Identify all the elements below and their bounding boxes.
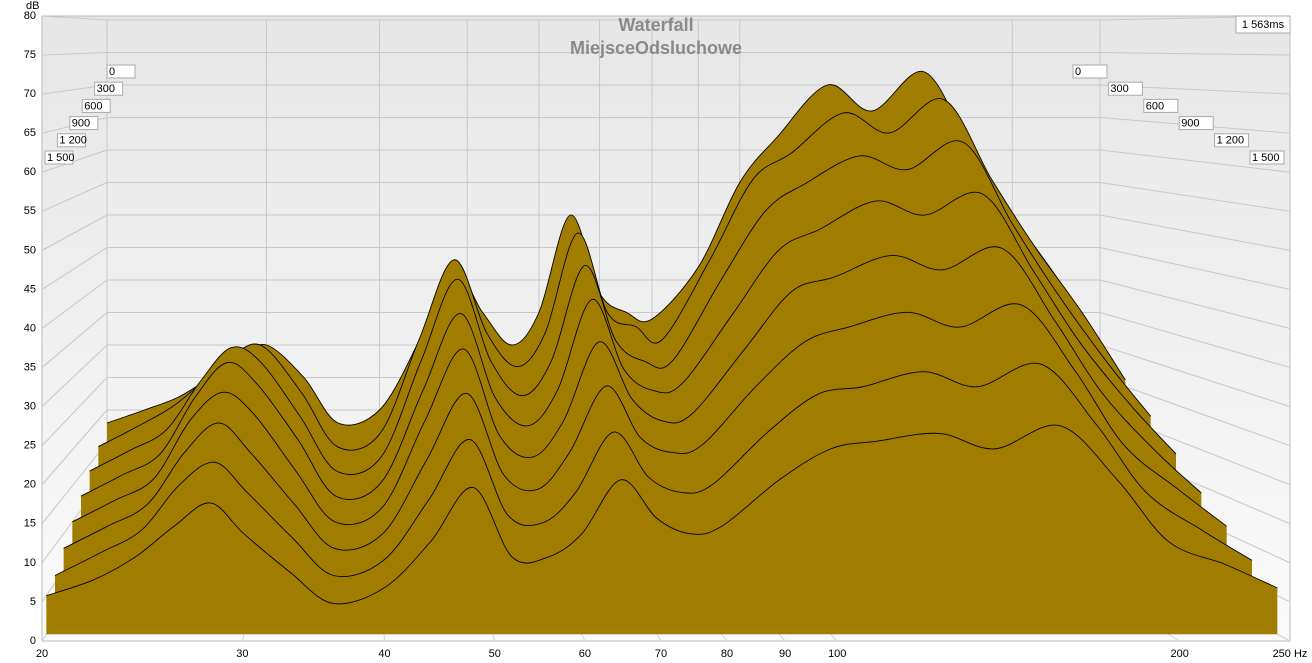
time-box: [1235, 15, 1291, 34]
slice-line: [98, 98, 1126, 451]
grid-line: [41, 15, 108, 21]
time-tick-label: 1 200: [59, 135, 87, 147]
y-tick-label: 60: [24, 166, 36, 178]
grid-line: [41, 377, 108, 447]
time-tick-box: [1214, 133, 1250, 148]
grid-line: [41, 149, 108, 173]
time-tick-box: [1249, 150, 1285, 165]
time-tick-box: [1178, 116, 1214, 131]
time-tick-label: 900: [1181, 118, 1199, 130]
x-tick-label: 40: [378, 648, 390, 660]
grid-line: [1099, 247, 1291, 290]
slice-fill: [46, 425, 1278, 635]
x-tick-label: 70: [655, 648, 667, 660]
grid-line: [41, 214, 108, 251]
time-tick-box: [44, 150, 74, 165]
chart-subtitle: MiejsceOdsluchowe: [570, 38, 742, 58]
slice-line: [72, 246, 1202, 525]
x-tick-label: 60: [579, 648, 591, 660]
x-tick-label: 200: [1171, 648, 1189, 660]
slice-line: [46, 424, 1278, 605]
y-tick-label: 15: [24, 518, 36, 530]
grid-line: [1099, 149, 1291, 173]
grid-line: [1099, 52, 1291, 56]
time-tick-label: 1 500: [47, 152, 75, 164]
time-tick-label: 600: [1146, 100, 1164, 112]
time-tick-label: 0: [109, 66, 115, 78]
grid-line: [41, 182, 108, 212]
x-tick-label: 20: [36, 648, 48, 660]
slice-line: [80, 191, 1177, 500]
grid-line: [1099, 312, 1291, 369]
y-tick-label: 45: [24, 283, 36, 295]
y-tick-label: 50: [24, 244, 36, 256]
x-tick-label: 80: [721, 648, 733, 660]
chart-title: Waterfall: [618, 15, 693, 35]
slice-line: [106, 71, 1101, 426]
time-tick-box: [56, 133, 86, 148]
y-tick-label: 25: [24, 440, 36, 452]
y-tick-label: 35: [24, 361, 36, 373]
time-tick-box: [1107, 81, 1143, 96]
time-tick-label: 0: [1075, 66, 1081, 78]
grid-line: [41, 344, 108, 407]
time-label: 1 563ms: [1242, 19, 1285, 31]
y-tick-label: 80: [24, 10, 36, 22]
time-tick-label: 300: [1110, 83, 1128, 95]
grid-line: [41, 442, 108, 525]
time-tick-box: [94, 81, 124, 96]
time-tick-label: 900: [72, 118, 90, 130]
time-tick-box: [69, 116, 99, 131]
slice-line: [54, 362, 1253, 577]
y-tick-label: 40: [24, 322, 36, 334]
grid-line: [1099, 344, 1291, 408]
y-tick-label: 55: [24, 205, 36, 217]
grid-line: [41, 52, 108, 56]
y-tick-label: 75: [24, 49, 36, 61]
grid-line: [1099, 214, 1291, 251]
x-tick-label: 90: [779, 648, 791, 660]
slice-line: [63, 303, 1227, 551]
time-tick-label: 300: [97, 83, 115, 95]
y-tick-label: 65: [24, 127, 36, 139]
grid-line: [41, 312, 108, 368]
y-tick-label: 0: [30, 635, 36, 647]
y-tick-label: 5: [30, 596, 36, 608]
time-tick-box: [1143, 98, 1179, 113]
y-tick-label: 30: [24, 401, 36, 413]
y-axis-label: dB: [26, 0, 39, 12]
time-tick-box: [1072, 64, 1108, 79]
y-tick-label: 20: [24, 479, 36, 491]
time-tick-box: [106, 64, 136, 79]
grid-line: [1099, 377, 1291, 447]
y-tick-label: 10: [24, 557, 36, 569]
grid-line: [41, 247, 108, 290]
x-tick-label: 100: [828, 648, 846, 660]
time-tick-label: 1 500: [1252, 152, 1280, 164]
x-tick-label: 30: [236, 648, 248, 660]
grid-line: [1099, 279, 1291, 329]
grid-line: [41, 409, 108, 486]
grid-line: [1099, 182, 1291, 212]
x-tick-label: 50: [489, 648, 501, 660]
slice-line: [89, 140, 1152, 475]
time-tick-label: 600: [84, 100, 102, 112]
grid-line: [41, 279, 108, 329]
time-tick-box: [81, 98, 111, 113]
x-tick-label: 250 Hz: [1273, 648, 1308, 660]
y-tick-label: 70: [24, 88, 36, 100]
time-tick-label: 1 200: [1217, 135, 1245, 147]
